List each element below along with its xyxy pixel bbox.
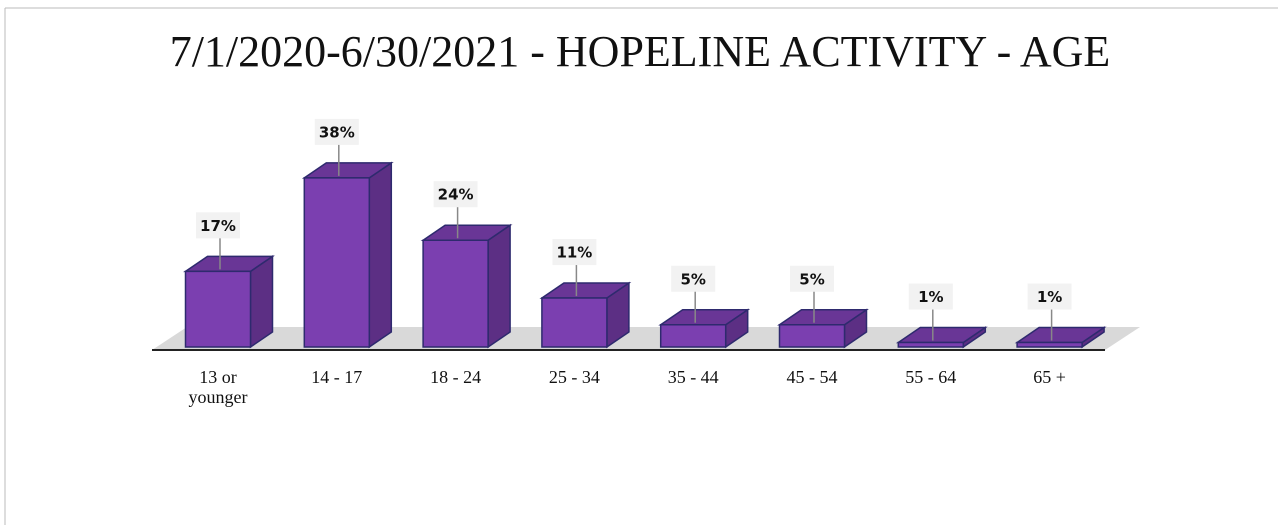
value-label: 38% [319,123,355,141]
label-box [196,212,240,239]
x-tick-label: 65 + [1033,367,1066,387]
label-box [314,118,359,145]
x-tick-label: 35 - 44 [667,367,719,387]
value-label: 17% [200,217,236,235]
bar [420,223,513,349]
bar-side [368,161,393,349]
x-tick-label: 25 - 34 [548,367,600,387]
value-label: 1% [918,288,943,306]
value-label: 11% [556,244,592,262]
value-label: 1% [1037,288,1062,306]
bar-front [303,177,371,348]
bar [777,308,869,349]
value-label: 5% [799,270,824,288]
floor [152,327,1140,350]
label-box [671,265,716,292]
bar [183,254,275,349]
value-label: 24% [438,186,474,204]
bar-front [184,270,252,348]
bar [658,308,751,349]
bar-front [422,239,489,348]
label-box [552,239,597,266]
bar-front [778,324,846,348]
x-tick-label: 14 - 17 [311,367,363,387]
chart-title: 7/1/2020-6/30/2021 - HOPELINE ACTIVITY -… [170,27,1111,76]
x-tick-label: 55 - 64 [905,367,957,387]
value-label: 5% [680,270,705,288]
bar [539,281,632,349]
label-box [433,181,478,208]
bar [895,326,988,349]
label-box [790,265,834,292]
label-box [1027,283,1072,310]
label-box [908,283,953,310]
bar-side [487,223,511,349]
bar [301,161,394,349]
bar-front [659,324,727,348]
bar-front [897,341,965,348]
x-tick-label: 13 or younger [188,367,248,407]
bar [1014,326,1107,349]
x-tick-label: 45 - 54 [786,367,838,387]
bar-front [1016,341,1083,348]
bar-front [541,297,608,348]
x-tick-label: 18 - 24 [430,367,482,387]
